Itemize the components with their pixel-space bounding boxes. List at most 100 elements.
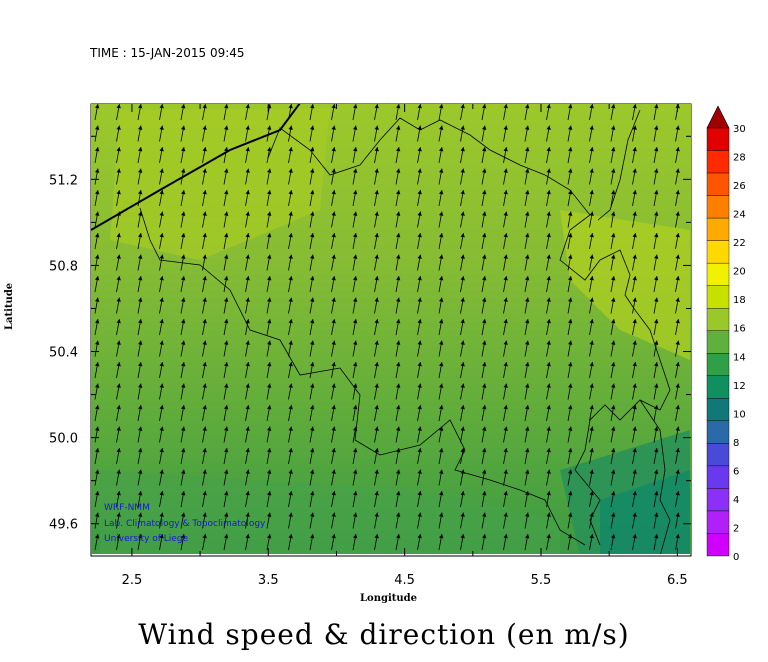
wind-arrow bbox=[697, 534, 701, 550]
wind-arrow bbox=[546, 512, 551, 529]
wind-arrow bbox=[653, 469, 659, 486]
wind-arrow bbox=[675, 232, 680, 250]
wind-arrow bbox=[524, 404, 530, 422]
colorbar-swatch bbox=[706, 398, 730, 422]
wind-arrow bbox=[331, 104, 336, 121]
wind-arrow bbox=[288, 189, 293, 207]
wind-arrow bbox=[374, 533, 379, 551]
coastline bbox=[91, 104, 301, 231]
wind-arrow bbox=[610, 189, 616, 207]
wind-arrow bbox=[116, 340, 121, 357]
wind-arrow bbox=[266, 533, 272, 551]
wind-arrow bbox=[288, 232, 293, 250]
wind-arrow bbox=[266, 469, 272, 486]
colorbar-swatch bbox=[706, 353, 730, 376]
wind-arrow bbox=[159, 104, 164, 121]
wind-arrow bbox=[438, 168, 444, 185]
wind-arrow bbox=[331, 512, 336, 529]
wind-arrow bbox=[396, 83, 400, 99]
wind-arrow bbox=[374, 318, 379, 336]
wind-arrow bbox=[374, 168, 379, 185]
colorbar-swatch bbox=[706, 308, 730, 331]
wind-arrow bbox=[288, 361, 293, 379]
wind-arrow bbox=[503, 404, 508, 422]
wind-arrow bbox=[159, 383, 164, 400]
wind-arrow bbox=[309, 512, 315, 529]
wind-arrow bbox=[460, 275, 465, 293]
wind-arrow bbox=[481, 383, 487, 400]
wind-arrow bbox=[589, 297, 594, 314]
wind-arrow bbox=[331, 232, 336, 250]
wind-arrow bbox=[310, 83, 314, 99]
wind-arrow bbox=[675, 426, 680, 443]
colorbar-swatch bbox=[706, 375, 730, 399]
wind-arrow bbox=[395, 275, 401, 293]
y-axis: 51.2 50.8 50.4 50.0 49.6 bbox=[49, 135, 691, 533]
wind-arrow bbox=[202, 426, 207, 443]
wind-arrow bbox=[438, 104, 444, 121]
wind-arrow bbox=[503, 146, 508, 164]
wind-arrow bbox=[180, 189, 186, 207]
wind-arrow bbox=[589, 189, 594, 207]
wind-arrow bbox=[94, 490, 100, 508]
y-tick-label: 49.6 bbox=[49, 518, 78, 533]
x-tick-label: 4.5 bbox=[394, 573, 415, 588]
wind-arrow bbox=[352, 512, 358, 529]
wind-arrow bbox=[697, 83, 701, 99]
wind-arrow bbox=[309, 125, 315, 142]
wind-arrow bbox=[524, 426, 530, 443]
wind-arrow bbox=[180, 469, 186, 486]
wind-arrow bbox=[460, 533, 465, 551]
y-tick-label: 50.4 bbox=[49, 346, 78, 361]
wind-arrow bbox=[309, 361, 315, 379]
wind-arrow bbox=[546, 211, 551, 228]
wind-arrow bbox=[116, 404, 121, 422]
wind-arrow bbox=[116, 275, 121, 293]
wind-arrow bbox=[524, 318, 530, 336]
wind-arrow bbox=[116, 232, 121, 250]
wind-arrow bbox=[503, 469, 508, 486]
wind-arrow bbox=[589, 275, 594, 293]
wind-arrow bbox=[438, 512, 444, 529]
wind-arrow bbox=[288, 426, 293, 443]
wind-arrow bbox=[567, 168, 573, 185]
wind-arrow bbox=[223, 490, 229, 508]
wind-arrow bbox=[116, 297, 121, 314]
wind-arrow bbox=[481, 533, 487, 551]
wind-arrow bbox=[266, 512, 272, 529]
wind-arrow bbox=[524, 146, 530, 164]
wind-arrow bbox=[417, 383, 422, 400]
wind-arrow bbox=[610, 275, 616, 293]
colorbar-label: 14 bbox=[733, 352, 746, 363]
wind-arrow bbox=[180, 297, 186, 314]
wind-arrow bbox=[567, 297, 573, 314]
wind-arrow bbox=[697, 212, 701, 228]
wind-arrow bbox=[610, 125, 616, 142]
wind-arrow bbox=[697, 276, 701, 292]
wind-arrow bbox=[675, 211, 680, 228]
wind-arrow bbox=[567, 383, 573, 400]
wind-arrow bbox=[94, 104, 100, 121]
wind-arrow bbox=[245, 361, 250, 379]
wind-arrow bbox=[223, 533, 229, 551]
wind-arrow bbox=[159, 512, 164, 529]
wind-arrow bbox=[418, 83, 422, 99]
wind-arrow bbox=[460, 104, 465, 121]
wind-arrow bbox=[223, 254, 229, 271]
colorbar-max-arrow bbox=[706, 105, 730, 129]
wind-arrow bbox=[288, 512, 293, 529]
wind-arrow bbox=[374, 254, 379, 271]
wind-arrow bbox=[653, 340, 659, 357]
wind-arrow bbox=[546, 340, 551, 357]
wind-arrow bbox=[417, 168, 422, 185]
wind-arrow bbox=[202, 469, 207, 486]
wind-arrow bbox=[180, 490, 186, 508]
wind-arrow bbox=[589, 490, 594, 508]
wind-arrow bbox=[417, 318, 422, 336]
wind-arrow bbox=[352, 232, 358, 250]
wind-arrow bbox=[546, 146, 551, 164]
wind-arrow bbox=[610, 533, 616, 551]
wind-arrow bbox=[697, 255, 701, 271]
wind-arrow bbox=[589, 211, 594, 228]
